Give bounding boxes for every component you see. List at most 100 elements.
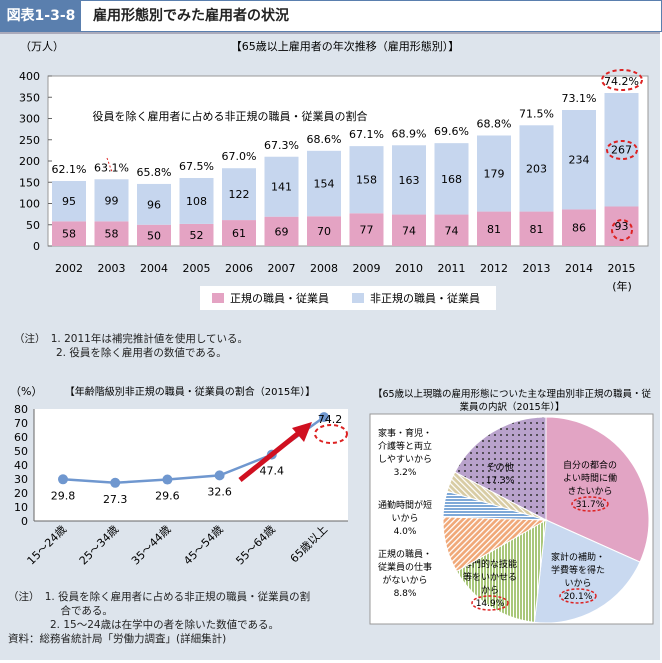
y-axis-unit: （%） — [10, 385, 42, 398]
y-tick-label: 60 — [14, 431, 28, 444]
slice-percent: 31.7% — [576, 500, 605, 510]
annotation-text: 役員を除く雇用者に占める非正規の職員・従業員の割合 — [93, 109, 368, 123]
bar-nonregular — [392, 145, 426, 215]
note-line: （注） 1. 2011年は補完推計値を使用している。 — [14, 333, 249, 345]
bar-value-label: 86 — [572, 222, 586, 235]
ratio-label: 69.6% — [434, 125, 469, 138]
data-point — [110, 477, 121, 488]
x-tick-label: 25～34歳 — [77, 523, 122, 568]
bar-nonregular — [264, 156, 299, 217]
bar-regular — [392, 214, 426, 246]
x-tick-label: 2013 — [523, 262, 551, 275]
slice-label: 従業員の仕事 — [378, 561, 432, 573]
bar-value-label: 141 — [271, 181, 292, 194]
bar-nonregular — [434, 143, 469, 215]
slice-label: から — [481, 585, 499, 596]
figure-title: 雇用形態別でみた雇用者の状況 — [93, 8, 289, 24]
y-tick-label: 70 — [14, 417, 28, 430]
y-tick-label: 0 — [33, 240, 40, 253]
bar-value-label: 77 — [360, 224, 374, 237]
x-tick-label: 35～44歳 — [129, 523, 174, 568]
slice-label: 自分の都合の — [563, 459, 617, 471]
bar-nonregular — [349, 146, 384, 214]
bar-value-label: 69 — [275, 225, 289, 238]
slice-percent: 3.2% — [394, 468, 417, 478]
bar-value-label: 61 — [232, 227, 246, 240]
bar-nonregular — [222, 168, 256, 221]
ratio-label: 62.1% — [52, 163, 87, 176]
bar-nonregular — [562, 110, 596, 210]
pie-slice — [533, 519, 641, 624]
bar-value-label: 154 — [314, 178, 335, 191]
bar-regular — [222, 220, 256, 246]
note-line: 2. 15～24歳は在学中の者を除いた数値である。 — [8, 619, 279, 631]
bar-regular — [52, 221, 86, 246]
bar-value-label: 99 — [105, 194, 119, 207]
legend-swatch — [212, 293, 224, 303]
data-point — [214, 470, 225, 481]
data-label: 27.3 — [103, 493, 128, 506]
y-tick-label: 250 — [19, 134, 40, 147]
bar-value-label: 93 — [615, 220, 629, 233]
bar-regular — [179, 223, 214, 246]
pie-slice — [454, 416, 547, 521]
x-tick-label: 2004 — [140, 262, 168, 275]
ratio-label: 65.8% — [137, 166, 172, 179]
legend-swatch — [352, 293, 364, 303]
y-tick-label: 350 — [19, 91, 40, 104]
ratio-label: 68.8% — [477, 118, 512, 131]
slice-percent: 8.8% — [394, 589, 417, 599]
ratio-label: 73.1% — [562, 92, 597, 105]
slice-label: 等をいかせる — [463, 571, 517, 583]
y-tick-label: 10 — [14, 501, 28, 514]
data-label: 47.4 — [260, 465, 285, 478]
chart-title-2: 業員の内訳（2015年）】 — [460, 401, 565, 413]
y-tick-label: 150 — [19, 176, 40, 189]
note-line: （注） 1. 役員を除く雇用者に占める非正規の職員・従業員の割 — [8, 591, 311, 603]
y-tick-label: 0 — [21, 515, 28, 528]
slice-label: 専門的な技能 — [463, 558, 517, 570]
pie-slice — [545, 416, 650, 563]
bar-nonregular — [137, 183, 171, 225]
note-line: 合である。 — [8, 605, 113, 617]
legend-label: 非正規の職員・従業員 — [370, 291, 480, 305]
x-tick-label: 65歳以上 — [288, 523, 330, 565]
x-tick-label: 2005 — [183, 262, 211, 275]
bar-regular — [434, 214, 469, 246]
ratio-label: 67.0% — [222, 150, 257, 163]
ratio-label: 74.2% — [604, 75, 639, 88]
x-tick-label: 2011 — [438, 262, 466, 275]
bar-value-label: 168 — [441, 173, 462, 186]
bar-regular — [264, 216, 299, 246]
bar-value-label: 95 — [62, 195, 76, 208]
ratio-label: 67.1% — [349, 128, 384, 141]
data-label: 74.2 — [318, 413, 343, 426]
y-tick-label: 400 — [19, 70, 40, 83]
bar-regular — [519, 211, 554, 246]
bar-nonregular — [477, 135, 511, 212]
ratio-label: 68.6% — [307, 133, 342, 146]
chart-title: 【65歳以上現職の雇用形態についた主な理由別非正規の職員・従 — [373, 388, 652, 400]
bar-regular — [94, 221, 129, 246]
slice-label: 家事・育児・ — [378, 427, 432, 439]
slice-label: 学費等を得た — [551, 564, 605, 576]
bar-regular — [307, 216, 341, 246]
y-tick-label: 20 — [14, 487, 28, 500]
y-axis-unit: （万人） — [20, 40, 64, 53]
bar-value-label: 234 — [569, 154, 590, 167]
x-tick-label: 2009 — [353, 262, 381, 275]
highlight-circle — [601, 69, 643, 91]
ratio-label: 67.3% — [264, 139, 299, 152]
y-tick-label: 200 — [19, 155, 40, 168]
bar-value-label: 203 — [526, 162, 547, 175]
annotation-pointer — [106, 157, 113, 173]
figure-header: 図表1-3-8 雇用形態別でみた雇用者の状況 — [0, 0, 662, 32]
slice-label: その他 — [486, 461, 513, 473]
bar-nonregular — [179, 178, 214, 224]
y-tick-label: 300 — [19, 113, 40, 126]
x-tick-label: 2010 — [395, 262, 423, 275]
y-tick-label: 100 — [19, 198, 40, 211]
x-tick-label: 2012 — [480, 262, 508, 275]
bar-value-label: 81 — [487, 223, 501, 236]
bar-regular — [349, 213, 384, 246]
